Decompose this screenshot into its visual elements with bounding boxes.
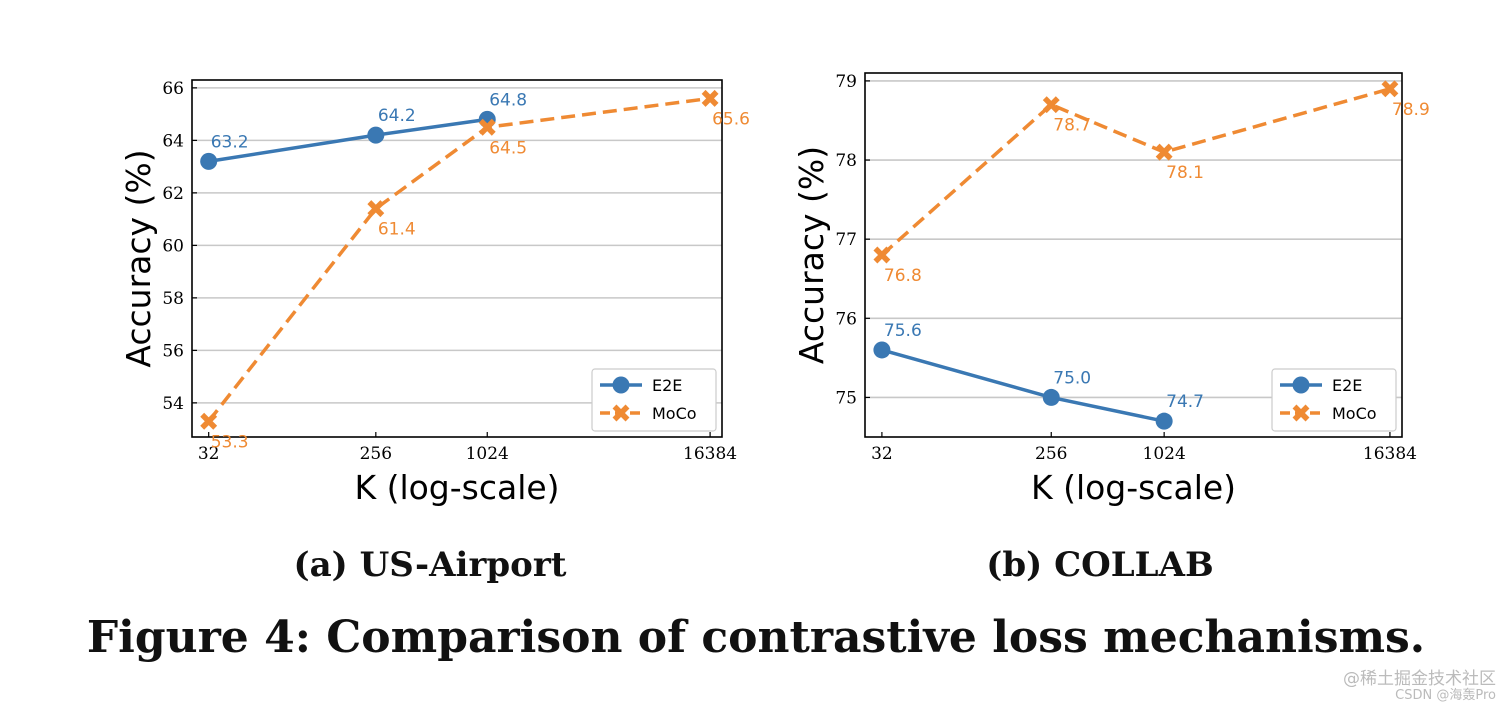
x-axis-label: K (log-scale)	[354, 468, 559, 507]
data-label-e2e: 74.7	[1166, 392, 1204, 412]
watermark-csdn: CSDN @海轰Pro	[1395, 688, 1496, 703]
data-point-e2e	[1155, 412, 1173, 430]
y-axis-label: Accuracy (%)	[119, 149, 158, 367]
x-tick-label: 256	[360, 444, 392, 464]
legend-label-e2e: E2E	[1332, 376, 1362, 395]
data-point-moco	[1042, 96, 1060, 114]
data-label-e2e: 75.0	[1053, 368, 1091, 388]
series-line-moco	[880, 87, 1391, 257]
y-tick-label: 60	[162, 236, 184, 256]
x-tick-label: 256	[1035, 444, 1067, 464]
data-label-moco: 76.8	[884, 266, 922, 286]
data-point-e2e	[1042, 388, 1060, 406]
data-point-moco	[873, 246, 891, 264]
data-label-e2e: 75.6	[884, 321, 922, 341]
data-point-moco	[200, 412, 218, 430]
y-tick-label: 54	[162, 394, 184, 414]
x-tick-label: 16384	[683, 444, 737, 464]
legend-marker-e2e	[612, 376, 630, 394]
plot-frame	[191, 79, 723, 438]
data-label-e2e: 63.2	[211, 132, 249, 152]
data-point-moco	[1155, 143, 1173, 161]
chart-collab: 75 76 77 78 79 32 256 1024 16384 K (log-scale) Acc…	[792, 72, 1430, 507]
data-point-moco	[701, 89, 719, 107]
data-point-e2e	[873, 341, 891, 359]
watermark-juejin: @稀土掘金技术社区	[1343, 669, 1496, 689]
y-tick-label: 64	[162, 131, 184, 151]
x-tick-label: 32	[198, 444, 220, 464]
subcaption-us-airport: (a) US-Airport	[293, 545, 567, 585]
legend-marker-e2e	[1292, 376, 1310, 394]
x-tick-label: 32	[871, 444, 893, 464]
data-label-moco: 78.1	[1166, 163, 1204, 183]
y-tick-label: 56	[162, 341, 184, 361]
y-tick-label: 62	[162, 184, 184, 204]
y-tick-label: 58	[162, 289, 184, 309]
legend-marker-moco	[612, 404, 630, 422]
y-tick-label: 76	[835, 309, 857, 329]
legend-label-moco: MoCo	[652, 404, 697, 423]
data-point-moco	[1381, 80, 1399, 98]
subcaption-collab: (b) COLLAB	[986, 545, 1214, 585]
y-tick-label: 75	[835, 388, 857, 408]
x-axis-label: K (log-scale)	[1031, 468, 1236, 507]
legend: E2E MoCo	[591, 368, 717, 432]
series-line-e2e	[881, 348, 1165, 423]
y-tick-label: 66	[162, 79, 184, 99]
y-tick-label: 77	[835, 230, 857, 250]
legend-label-e2e: E2E	[652, 376, 682, 395]
y-axis-label: Accuracy (%)	[792, 146, 831, 364]
x-tick-label: 1024	[466, 444, 509, 464]
data-label-moco: 53.3	[211, 432, 249, 452]
y-tick-label: 79	[835, 72, 857, 92]
y-tick-label: 78	[835, 151, 857, 171]
data-label-moco: 61.4	[378, 220, 416, 240]
data-label-moco: 64.5	[489, 138, 527, 158]
figure-caption: Figure 4: Comparison of contrastive loss…	[86, 612, 1426, 663]
data-point-moco	[367, 200, 385, 218]
series-line-moco	[207, 96, 711, 423]
data-label-moco: 78.7	[1053, 116, 1091, 136]
legend: E2E MoCo	[1271, 368, 1397, 432]
data-label-moco: 78.9	[1392, 100, 1430, 120]
plot-frame	[864, 72, 1403, 438]
data-point-e2e	[367, 126, 385, 144]
legend-marker-moco	[1292, 404, 1310, 422]
data-label-e2e: 64.8	[489, 90, 527, 110]
x-tick-label: 16384	[1363, 444, 1417, 464]
chart-us-airport: 54 56 58 60 62 64 66 32 256 1024 16384 K (log-scale…	[119, 79, 750, 507]
data-label-moco: 65.6	[712, 109, 750, 129]
data-label-e2e: 64.2	[378, 106, 416, 126]
data-point-e2e	[200, 152, 218, 170]
legend-label-moco: MoCo	[1332, 404, 1377, 423]
data-point-moco	[478, 118, 496, 136]
x-tick-label: 1024	[1143, 444, 1186, 464]
